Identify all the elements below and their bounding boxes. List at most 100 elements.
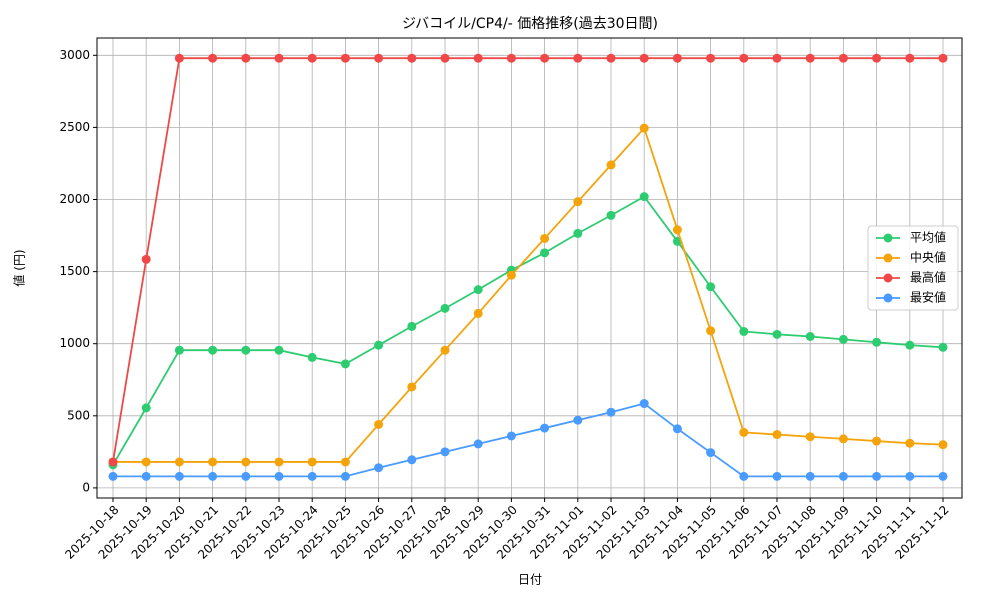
data-point [141, 457, 151, 467]
data-point [307, 352, 317, 362]
data-point [307, 471, 317, 481]
data-point [506, 431, 516, 441]
data-point [573, 228, 583, 238]
y-tick-label: 3000 [59, 48, 90, 62]
data-point [174, 457, 184, 467]
data-point [473, 53, 483, 63]
data-point [706, 53, 716, 63]
data-point [374, 419, 384, 429]
series-line [113, 126, 944, 463]
data-point [772, 329, 782, 339]
data-point [174, 345, 184, 355]
data-point [307, 457, 317, 467]
data-point [938, 342, 948, 352]
data-point [440, 53, 450, 63]
data-point [440, 303, 450, 313]
data-point [905, 438, 915, 448]
data-point [805, 53, 815, 63]
data-point [872, 53, 882, 63]
data-point [340, 53, 350, 63]
y-tick-label: 0 [82, 480, 90, 494]
data-point [407, 455, 417, 465]
data-point [573, 197, 583, 207]
data-point [772, 471, 782, 481]
legend-marker [883, 293, 893, 303]
data-point [938, 53, 948, 63]
data-point [407, 382, 417, 392]
x-axis-label: 日付 [518, 573, 542, 587]
data-point [872, 436, 882, 446]
data-point [274, 457, 284, 467]
data-point [274, 471, 284, 481]
data-point [141, 254, 151, 264]
data-point [540, 248, 550, 258]
data-point [838, 334, 848, 344]
data-point [905, 53, 915, 63]
data-point [606, 407, 616, 417]
data-point [872, 337, 882, 347]
data-point [772, 53, 782, 63]
data-point [772, 430, 782, 440]
data-point [872, 471, 882, 481]
data-point [374, 340, 384, 350]
data-point [208, 53, 218, 63]
data-point [473, 285, 483, 295]
data-point [739, 326, 749, 336]
data-point [639, 53, 649, 63]
data-point [307, 53, 317, 63]
data-point [672, 225, 682, 235]
data-point [739, 427, 749, 437]
data-point [208, 471, 218, 481]
data-point [506, 53, 516, 63]
data-point [606, 160, 616, 170]
legend-label: 平均値 [910, 230, 946, 245]
data-point [573, 53, 583, 63]
y-tick-label: 1000 [59, 336, 90, 350]
legend-marker [883, 273, 893, 283]
y-tick-label: 500 [67, 408, 90, 422]
data-point [938, 471, 948, 481]
chart-title: ジバコイル/CP4/- 価格推移(過去30日間) [402, 16, 658, 32]
data-point [108, 457, 118, 467]
data-point [374, 53, 384, 63]
data-point [639, 192, 649, 202]
plot-frame [96, 37, 963, 499]
legend-label: 中央値 [910, 250, 946, 265]
data-point [672, 424, 682, 434]
data-point [506, 270, 516, 280]
data-point [440, 447, 450, 457]
data-point [540, 423, 550, 433]
data-point [805, 432, 815, 442]
data-point [606, 210, 616, 220]
data-point [838, 53, 848, 63]
data-point [606, 53, 616, 63]
data-point [340, 457, 350, 467]
legend-label: 最安値 [910, 290, 946, 305]
data-point [174, 471, 184, 481]
data-point [174, 53, 184, 63]
data-point [540, 53, 550, 63]
data-point [208, 345, 218, 355]
series-line [112, 195, 944, 466]
data-point [672, 53, 682, 63]
data-point [706, 448, 716, 458]
data-point [805, 471, 815, 481]
data-point [905, 340, 915, 350]
legend-label: 最高値 [910, 270, 946, 285]
data-point [540, 233, 550, 243]
data-point [639, 123, 649, 133]
y-axis-label: 値 (円) [12, 249, 27, 286]
series-line [113, 402, 943, 478]
data-point [208, 457, 218, 467]
data-point [473, 439, 483, 449]
legend-marker [883, 233, 893, 243]
data-point [905, 471, 915, 481]
data-point [739, 471, 749, 481]
y-tick-label: 1500 [59, 264, 90, 278]
data-point [407, 53, 417, 63]
data-point [340, 471, 350, 481]
y-tick-label: 2000 [59, 192, 90, 206]
data-point [473, 308, 483, 318]
data-point [241, 345, 251, 355]
data-point [241, 457, 251, 467]
